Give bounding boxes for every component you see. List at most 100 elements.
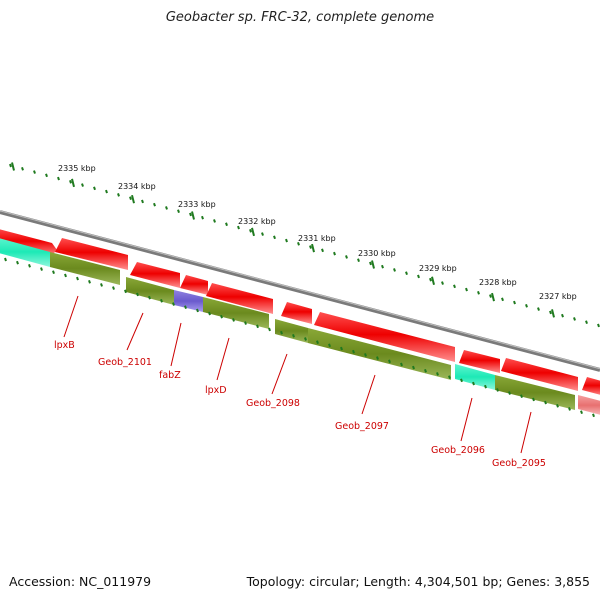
gene-leader-line <box>520 411 532 454</box>
forward-gene-track <box>0 229 600 396</box>
minor-tick <box>573 317 576 321</box>
gene-arrow[interactable] <box>281 302 312 324</box>
gene-arrow[interactable] <box>459 350 500 373</box>
minor-tick <box>256 324 259 329</box>
minor-tick <box>453 284 456 289</box>
gene-label[interactable]: lpxD <box>205 385 227 396</box>
minor-tick <box>172 302 175 306</box>
tick-label: 2334 kbp <box>118 182 156 191</box>
gene-label[interactable]: Geob_2101 <box>98 357 152 368</box>
minor-tick <box>501 297 504 302</box>
minor-tick <box>268 327 271 332</box>
gene-feature[interactable] <box>203 297 269 329</box>
gene-label[interactable]: lpxB <box>54 340 75 351</box>
minor-tick <box>21 166 24 171</box>
major-tick <box>251 227 255 237</box>
minor-tick <box>249 228 252 233</box>
minor-tick <box>100 283 103 287</box>
minor-tick <box>177 209 180 214</box>
minor-tick <box>472 381 475 386</box>
minor-tick <box>556 403 559 408</box>
minor-tick <box>81 183 84 187</box>
gene-leader-line <box>170 322 182 367</box>
minor-tick <box>520 394 523 399</box>
gene-label[interactable]: fabZ <box>159 370 181 381</box>
rna-feature[interactable] <box>174 290 203 312</box>
minor-tick <box>165 206 168 210</box>
gene-label[interactable]: Geob_2096 <box>431 445 485 456</box>
minor-tick <box>220 314 223 319</box>
minor-tick <box>345 255 348 259</box>
minor-tick <box>448 375 451 379</box>
minor-tick <box>189 212 192 217</box>
minor-tick <box>364 353 367 357</box>
inner-tick-row <box>4 257 595 418</box>
gene-label[interactable]: Geob_2098 <box>246 398 300 409</box>
minor-tick <box>213 219 216 223</box>
minor-tick <box>477 290 480 295</box>
gene-label[interactable]: Geob_2095 <box>492 458 546 469</box>
minor-tick <box>585 320 588 324</box>
tick-label: 2327 kbp <box>539 292 577 301</box>
tick-label: 2330 kbp <box>358 249 396 258</box>
genome-summary-text: Topology: circular; Length: 4,304,501 bp… <box>246 574 590 589</box>
backbone-track <box>0 210 600 372</box>
minor-tick <box>333 251 336 256</box>
gene-leader-line <box>126 312 144 351</box>
minor-tick <box>285 238 288 243</box>
outer-tick-row <box>9 162 600 328</box>
minor-tick <box>112 286 115 290</box>
gene-arrow[interactable] <box>55 238 128 270</box>
gene-feature[interactable] <box>275 319 308 343</box>
accession-text: Accession: NC_011979 <box>9 574 152 589</box>
gene-feature[interactable] <box>308 328 451 380</box>
minor-tick <box>244 321 247 325</box>
minor-tick <box>465 287 468 292</box>
gene-leader-line <box>361 374 376 415</box>
minor-tick <box>484 384 487 389</box>
gene-label[interactable]: Geob_2097 <box>335 421 389 432</box>
minor-tick <box>568 407 571 411</box>
tick-label: 2335 kbp <box>58 164 96 173</box>
minor-tick <box>525 304 528 308</box>
minor-tick <box>4 257 7 262</box>
gene-arrow[interactable] <box>582 377 600 396</box>
gene-arrow[interactable] <box>314 312 455 362</box>
minor-tick <box>16 260 19 265</box>
minor-tick <box>148 295 151 300</box>
minor-tick <box>441 281 444 285</box>
tick-label: 2328 kbp <box>479 278 517 287</box>
gene-arrow[interactable] <box>130 262 180 288</box>
minor-tick <box>201 215 204 220</box>
rna-feature[interactable] <box>455 364 495 390</box>
minor-tick <box>489 294 492 298</box>
gene-arrow[interactable] <box>501 358 578 391</box>
minor-tick <box>388 359 391 364</box>
gene-feature[interactable] <box>578 395 600 416</box>
major-tick <box>71 178 75 188</box>
gene-leader-line <box>271 353 288 395</box>
minor-tick <box>424 368 427 373</box>
minor-tick <box>532 397 535 402</box>
minor-tick <box>40 267 43 271</box>
minor-tick <box>309 245 312 249</box>
minor-tick <box>297 242 300 246</box>
gene-feature[interactable] <box>50 252 120 285</box>
gene-arrow[interactable] <box>206 283 273 314</box>
minor-tick <box>69 180 72 184</box>
minor-tick <box>460 378 463 383</box>
minor-tick <box>280 330 283 335</box>
minor-tick <box>225 222 228 227</box>
minor-tick <box>381 264 384 269</box>
minor-tick <box>52 270 55 275</box>
minor-tick <box>153 202 156 207</box>
minor-tick <box>88 279 91 284</box>
gene-feature[interactable] <box>495 375 575 410</box>
gene-feature[interactable] <box>126 277 174 305</box>
rna-feature[interactable] <box>0 237 50 267</box>
minor-tick <box>105 189 108 194</box>
gene-arrow[interactable] <box>180 275 208 295</box>
minor-tick <box>304 337 307 341</box>
